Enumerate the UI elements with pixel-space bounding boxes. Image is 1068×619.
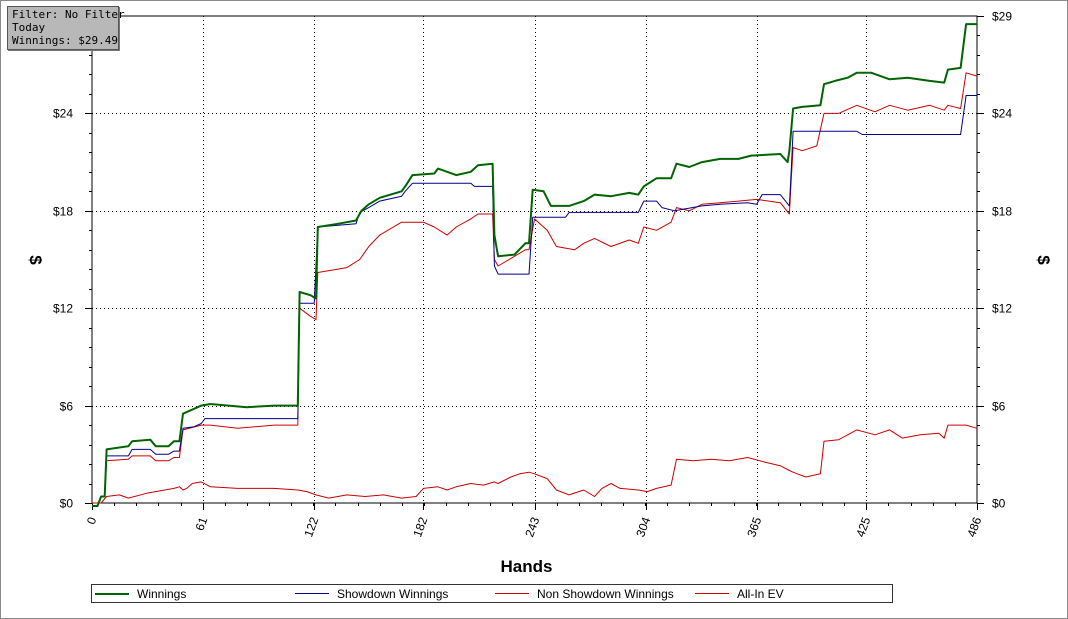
series-line-non-showdown-winnings	[92, 424, 978, 504]
y-tick-label: $0	[60, 497, 74, 511]
legend-item: Showdown Winnings	[295, 585, 448, 602]
series-line-winnings	[92, 23, 977, 507]
plot-area	[91, 15, 978, 504]
series-line-all-in-ev	[92, 72, 978, 507]
legend-label: Winnings	[137, 586, 187, 601]
legend-item: Winnings	[95, 585, 186, 602]
y-right-tick-label: $24	[992, 107, 1012, 121]
y-right-axis-title: $	[1034, 255, 1053, 265]
y-right-tick-label: $12	[992, 302, 1012, 316]
y-right-tick-label: $18	[992, 205, 1012, 219]
legend-label: Non Showdown Winnings	[537, 586, 674, 601]
x-tick-label: 61	[193, 515, 211, 533]
legend-swatch	[495, 593, 529, 594]
y-right-tick-label: $29	[992, 10, 1012, 24]
x-tick-label: 304	[633, 515, 653, 539]
y-tick-label: $18	[53, 205, 73, 219]
x-tick-label: 365	[744, 515, 764, 539]
y-right-tick-label: $0	[992, 497, 1006, 511]
legend-swatch	[95, 592, 129, 595]
x-tick-label: 122	[301, 515, 321, 539]
x-tick-label: 486	[964, 515, 984, 539]
legend-label: All-In EV	[737, 586, 784, 601]
y-tick-label: $12	[53, 302, 73, 316]
series-line-showdown-winnings	[92, 95, 977, 507]
chart-legend: Winnings Showdown Winnings Non Showdown Wi…	[91, 584, 893, 603]
y-tick-label: $6	[60, 400, 74, 414]
legend-swatch	[295, 593, 329, 594]
x-tick-label: 243	[522, 515, 542, 539]
x-tick-label: 182	[410, 515, 430, 539]
legend-swatch	[695, 593, 729, 594]
filter-label: Filter: No Filter	[12, 8, 125, 21]
y-right-tick-label: $6	[992, 400, 1006, 414]
x-tick-label: 425	[853, 515, 873, 539]
y-axis-title: $	[26, 255, 45, 265]
y-tick-label: $24	[53, 107, 73, 121]
legend-label: Showdown Winnings	[337, 586, 449, 601]
x-axis-title: Hands	[501, 557, 553, 576]
period-label: Today	[12, 21, 46, 34]
winnings-label: Winnings: $29.49	[12, 34, 118, 47]
x-tick-label: 0	[84, 515, 100, 526]
legend-item: Non Showdown Winnings	[495, 585, 674, 602]
info-box: Filter: No Filter Today Winnings: $29.49	[7, 6, 125, 50]
legend-item: All-In EV	[695, 585, 784, 602]
